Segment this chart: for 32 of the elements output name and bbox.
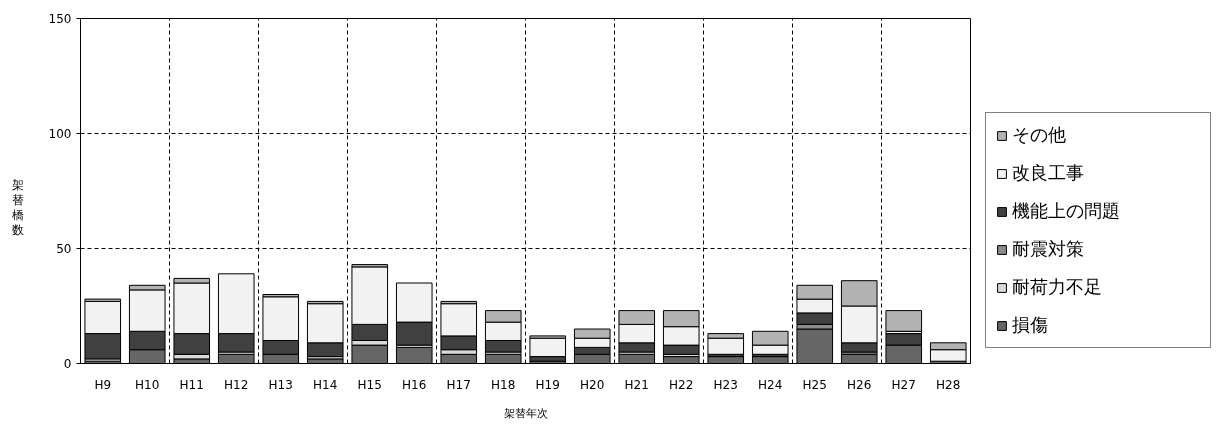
- x-tick-label: H14: [313, 377, 338, 392]
- x-tick-label: H10: [135, 377, 160, 392]
- x-axis-title: 架替年次: [503, 406, 548, 420]
- legend-label: 改良工事: [1012, 161, 1085, 185]
- x-tick-label: H12: [224, 377, 249, 392]
- y-tick-label: 100: [48, 127, 72, 141]
- y-tick-label: 50: [56, 242, 72, 256]
- x-tick-label: H28: [936, 377, 961, 392]
- x-tick-label: H17: [446, 377, 471, 392]
- x-tick-label: H21: [624, 377, 649, 392]
- x-tick-label: H23: [713, 377, 738, 392]
- y-tick-label: 150: [48, 12, 72, 26]
- x-tick-label: H15: [357, 377, 382, 392]
- x-tick-label: H22: [669, 377, 694, 392]
- legend-label: 損傷: [1012, 313, 1049, 337]
- x-tick-label: H19: [535, 377, 560, 392]
- x-tick-label: H9: [94, 377, 112, 392]
- x-tick-label: H27: [891, 377, 916, 392]
- x-tick-label: H13: [268, 377, 293, 392]
- x-tick-label: H11: [179, 377, 204, 392]
- y-tick-label: 0: [63, 357, 72, 371]
- x-tick-label: H26: [847, 377, 872, 392]
- x-tick-label: H25: [802, 377, 827, 392]
- x-tick-label: H16: [402, 377, 427, 392]
- x-tick-label: H18: [491, 377, 516, 392]
- legend-label: 耐震対策: [1012, 237, 1085, 261]
- legend-label: 機能上の問題: [1012, 199, 1121, 223]
- y-axis-title: 架替橋数: [12, 178, 25, 238]
- legend-label: その他: [1012, 123, 1067, 147]
- legend-label: 耐荷力不足: [1012, 275, 1103, 299]
- x-tick-label: H20: [580, 377, 605, 392]
- x-tick-label: H24: [758, 377, 783, 392]
